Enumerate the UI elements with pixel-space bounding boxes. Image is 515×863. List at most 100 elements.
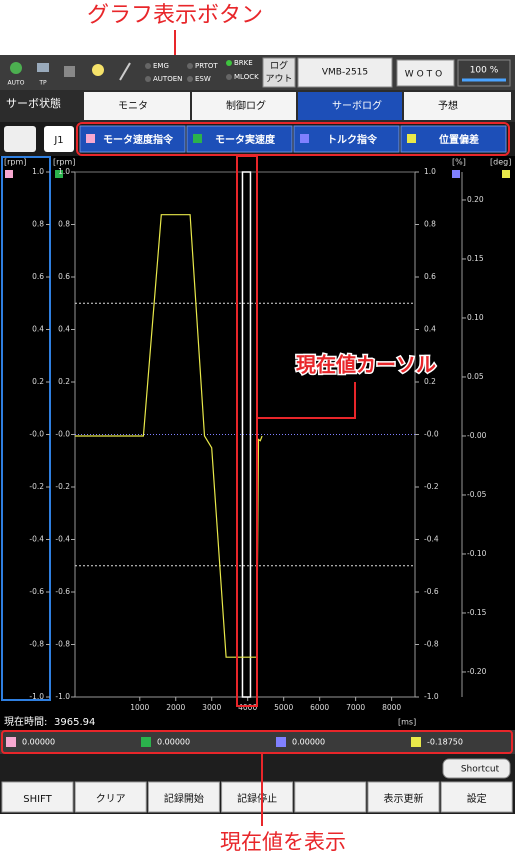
button-bar: SHIFT クリア 記録開始 記録停止 表示更新 設定 xyxy=(1,781,513,813)
current-value: -0.18750 xyxy=(427,738,463,747)
x-tick-label: 1000 xyxy=(130,703,149,712)
button[interactable] xyxy=(367,781,440,813)
current-values: 0.00000 0.00000 0.00000 -0.18750 xyxy=(6,737,463,747)
value-swatch xyxy=(6,737,16,747)
y-tick-label: -0.4 xyxy=(424,535,439,544)
legend-swatch xyxy=(86,134,95,143)
current-value: 0.00000 xyxy=(157,738,190,747)
axis-label: [rpm] xyxy=(4,158,26,167)
y-tick-label: -0.6 xyxy=(424,587,439,596)
axis-label: [deg] xyxy=(490,158,511,167)
x-tick-label: 8000 xyxy=(382,703,401,712)
y-tick-label: -0.6 xyxy=(29,587,44,596)
axis-swatch xyxy=(55,170,63,178)
y-tick-label: 0.15 xyxy=(467,254,484,263)
y-tick-label: 0.05 xyxy=(467,372,484,381)
value-swatch xyxy=(276,737,286,747)
button[interactable] xyxy=(221,781,294,813)
button[interactable] xyxy=(147,781,220,813)
graph-icon-button[interactable] xyxy=(4,126,36,152)
lamp xyxy=(226,60,232,66)
y-tick-label: 0.4 xyxy=(32,325,44,334)
icon[interactable] xyxy=(10,62,22,74)
axis-swatch xyxy=(452,170,460,178)
axis-panel xyxy=(1,156,51,701)
button[interactable] xyxy=(74,781,147,813)
graph-tabs: モータ速度指令 モータ実速度 トルク指令 位置偏差 xyxy=(79,125,507,153)
icon[interactable] xyxy=(37,63,49,72)
axis-swatch xyxy=(502,170,510,178)
button[interactable] xyxy=(1,781,74,813)
icon[interactable] xyxy=(92,64,104,76)
y-tick-label: -0.10 xyxy=(467,549,487,558)
y-tick-label: -0.0 xyxy=(424,430,439,439)
y-tick-label: 0.2 xyxy=(32,377,44,386)
graph-tab[interactable] xyxy=(400,125,507,153)
graph-tab[interactable] xyxy=(79,125,186,153)
legend-swatch xyxy=(407,134,416,143)
mode-button[interactable] xyxy=(396,59,455,87)
axis-label: [rpm] xyxy=(53,158,75,167)
status-label: BRKE xyxy=(234,59,253,67)
y-tick-label: -0.15 xyxy=(467,608,487,617)
x-tick-label: 4000 xyxy=(238,703,257,712)
machine-button[interactable] xyxy=(297,57,393,88)
annotation-line xyxy=(257,382,356,419)
override-value: 100 % xyxy=(470,66,499,76)
y-tick-label: -0.20 xyxy=(467,667,487,676)
chart: [rpm]1.00.80.60.40.2-0.0-0.2-0.4-0.6-0.8… xyxy=(4,158,511,727)
shortcut-button[interactable] xyxy=(442,758,511,779)
y-tick-label: -1.0 xyxy=(424,692,439,701)
status-lamps: EMG AUTOEN PRTOT ESW BRKE MLOCK xyxy=(145,59,259,83)
override[interactable] xyxy=(457,59,511,87)
annotation: 現在値を表示 xyxy=(220,830,346,854)
y-tick-label: 0.8 xyxy=(424,220,436,229)
lamp xyxy=(187,63,193,69)
button[interactable] xyxy=(294,781,367,813)
series-line xyxy=(75,214,263,658)
button-label: 記録停止 xyxy=(237,792,277,805)
axis-swatch xyxy=(5,170,13,178)
nav-title: サーボ状態 xyxy=(6,96,61,110)
tab-selected[interactable] xyxy=(298,92,402,120)
y-tick-label: -0.2 xyxy=(424,482,439,491)
legend-swatch xyxy=(193,134,202,143)
button[interactable] xyxy=(440,781,513,813)
y-tick-label: 0.6 xyxy=(32,272,44,281)
y-tick-label: -0.05 xyxy=(467,490,487,499)
tab-label: サーボログ xyxy=(332,99,382,112)
x-axis-label: [ms] xyxy=(398,718,416,727)
icon[interactable] xyxy=(119,62,131,81)
icon-label: AUTO xyxy=(8,80,25,87)
axis-label: J1 xyxy=(53,135,63,146)
axis-button[interactable] xyxy=(44,126,74,152)
status-label: MLOCK xyxy=(234,73,259,81)
lamp xyxy=(226,74,232,80)
y-tick-label: -0.00 xyxy=(467,431,487,440)
button-label: 表示更新 xyxy=(384,792,424,805)
cursor xyxy=(241,171,252,698)
time-value: 3965.94 xyxy=(54,717,95,728)
axis-label: [%] xyxy=(452,158,466,167)
tab-label: モニタ xyxy=(118,100,148,112)
y-tick-label: 0.8 xyxy=(58,220,70,229)
y-tick-label: 0.4 xyxy=(424,325,436,334)
y-tick-label: -0.0 xyxy=(29,430,44,439)
y-tick-label: 1.0 xyxy=(58,167,70,176)
legend-label: トルク指令 xyxy=(327,133,378,146)
logout-button[interactable] xyxy=(262,57,296,88)
annotation: 現在値カーソル xyxy=(296,353,436,377)
y-tick-label: -1.0 xyxy=(55,692,70,701)
graph-tab[interactable] xyxy=(293,125,400,153)
tab[interactable] xyxy=(192,92,296,120)
graph-tab[interactable] xyxy=(186,125,293,153)
button-label: クリア xyxy=(96,793,126,805)
icon-label: TP xyxy=(38,80,47,87)
icon[interactable] xyxy=(64,66,75,77)
lamp xyxy=(187,76,193,82)
mode: WOTO xyxy=(405,70,446,80)
button-label: 設定 xyxy=(467,792,487,805)
tab[interactable] xyxy=(84,92,190,120)
tab[interactable] xyxy=(404,92,511,120)
